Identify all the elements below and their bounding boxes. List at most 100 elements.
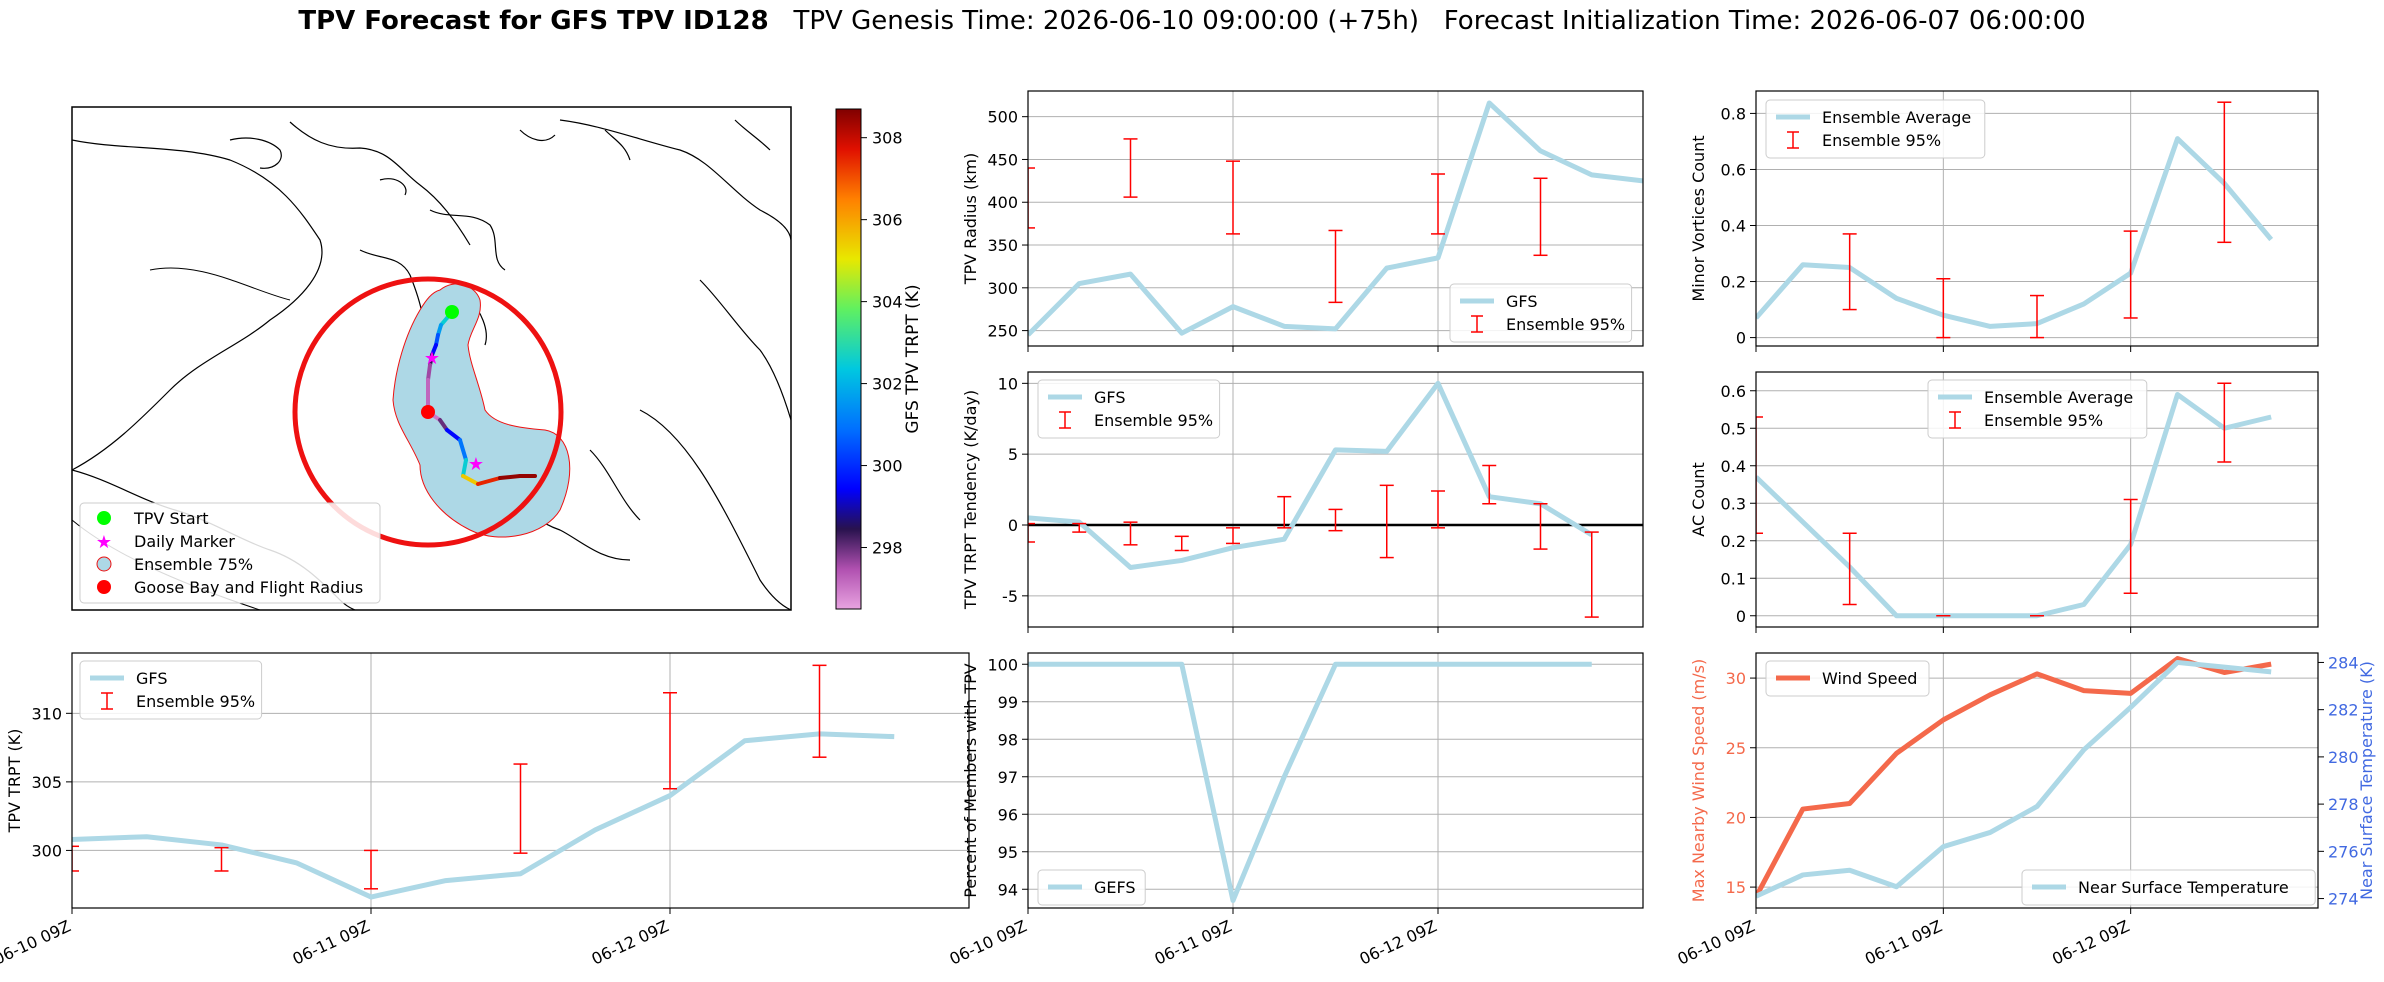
data-layer [1756, 101, 2274, 339]
plot-frame [1027, 652, 1644, 909]
series-line-ensemble-average [1756, 392, 2272, 619]
title-bold: TPV Forecast for GFS TPV ID128 [298, 6, 769, 36]
series-line-ensemble-average [1756, 136, 2274, 329]
y-tick-label: 25 [1726, 739, 1746, 758]
plot-frame [1755, 652, 2319, 909]
map-frame [71, 106, 792, 611]
data-layer [1028, 380, 1599, 618]
y-axis-label: Minor Vortices Count [1689, 135, 1708, 301]
legend: GEFS [1037, 869, 1146, 906]
title-genesis: TPV Genesis Time: 2026-06-10 09:00:00 (+… [793, 6, 1419, 36]
y-tick-label: 400 [987, 193, 1018, 212]
legend-label: GFS [1506, 292, 1537, 311]
daily-marker-1: ★ [424, 348, 440, 369]
track-segment [461, 458, 468, 478]
y-tick-label: 5 [1008, 445, 1018, 464]
y-right-tick-label: 284 [2328, 653, 2359, 672]
plot-frame [1755, 371, 2319, 628]
series-line-gefs [1028, 661, 1592, 903]
x-tick-label: 06-11 09Z [1862, 916, 1945, 968]
panel-radius: 250 300 350 400 450 500 TPV Radius (km) GFS Ense… [961, 90, 1644, 352]
y-tick-label: 0.6 [1721, 160, 1746, 179]
y-axis-label: TPV TRPT (K) [5, 729, 24, 834]
legend-label: GEFS [1094, 878, 1136, 897]
legend: GFS Ensemble 95% [1037, 379, 1221, 439]
y-axis-label: AC Count [1689, 462, 1708, 536]
y-tick-label: 310 [31, 704, 62, 723]
y-tick-label: 0.8 [1721, 104, 1746, 123]
figure-title: TPV Forecast for GFS TPV ID128 TPV Genes… [0, 6, 2384, 36]
y-tick-label: 0.4 [1721, 457, 1746, 476]
y-tick-label: 0.5 [1721, 419, 1746, 438]
legend-label: Wind Speed [1822, 669, 1917, 688]
y-tick-label: 99 [998, 693, 1018, 712]
y-tick-label: 305 [31, 773, 62, 792]
legend-frame [1765, 660, 1930, 697]
y-right-tick-label: 276 [2328, 842, 2359, 861]
legend-frame [1765, 99, 1986, 159]
plot-frame [1755, 90, 2319, 347]
y-tick-label: 0.2 [1721, 532, 1746, 551]
legend-frame [1037, 379, 1221, 439]
colorbar-tick-label: 298 [872, 539, 903, 558]
y-tick-label: 95 [998, 843, 1018, 862]
legend-label: Ensemble 95% [1094, 411, 1213, 430]
legend: GFS Ensemble 95% [1449, 283, 1633, 343]
panel-percent: 94 95 96 97 98 99 100 06-10 09Z 06-11 09Z 06-12 0… [947, 652, 1644, 969]
y-tick-label: 96 [998, 805, 1018, 824]
x-tick-label: 06-12 09Z [2049, 916, 2132, 968]
track-segment [458, 438, 468, 462]
colorbar-tick-label: 302 [872, 375, 903, 394]
legend-label: Ensemble 95% [1984, 411, 2103, 430]
colorbar-tick-label: 304 [872, 293, 903, 312]
panel-wind: 15 20 25 30 06-10 09Z 06-11 09Z 06-12 09Z Max N… [1675, 652, 2376, 969]
legend: GFS Ensemble 95% [79, 660, 263, 720]
daily-marker-2: ★ [468, 454, 484, 475]
panel-trpt: 300 305 310 06-10 09Z 06-11 09Z 06-12 09Z TPV … [0, 652, 970, 969]
y-tick-label: 300 [987, 279, 1018, 298]
y-axis-label: TPV TRPT Tendency (K/day) [961, 390, 980, 610]
y-tick-label: 0.2 [1721, 273, 1746, 292]
legend-label: Ensemble 95% [136, 692, 255, 711]
colorbar-tick-label: 300 [872, 457, 903, 476]
flight-radius-circle [292, 276, 564, 548]
data-layer [1028, 100, 1643, 337]
title-init: Forecast Initialization Time: 2026-06-07… [1443, 6, 2086, 36]
legend-goose-label: Goose Bay and Flight Radius [134, 578, 363, 597]
y-axis-label: Max Nearby Wind Speed (m/s) [1689, 659, 1708, 902]
data-layer [72, 664, 895, 900]
tpv-start-marker [445, 305, 459, 319]
legend-start-label: TPV Start [133, 509, 209, 528]
legend-label: Ensemble 95% [1506, 315, 1625, 334]
plot-frame [1027, 371, 1644, 628]
y-right-tick-label: 280 [2328, 748, 2359, 767]
y-tick-label: 10 [998, 374, 1018, 393]
panel-ac: 0 0.1 0.2 0.3 0.4 0.5 0.6 AC Count Ensemble Aver… [1689, 371, 2319, 633]
legend-frame [1037, 869, 1146, 906]
y-tick-label: 0.3 [1721, 494, 1746, 513]
y-tick-label: 500 [987, 108, 1018, 127]
series-line-gfs [1028, 100, 1643, 337]
x-tick-label: 06-10 09Z [0, 916, 74, 968]
y-tick-label: 250 [987, 322, 1018, 341]
legend-label: Ensemble Average [1984, 388, 2133, 407]
y-tick-label: 15 [1726, 878, 1746, 897]
x-tick-label: 06-11 09Z [290, 916, 373, 968]
series-line-gfs [72, 731, 895, 900]
y-right-tick-label: 282 [2328, 701, 2359, 720]
goose-bay-marker [421, 405, 435, 419]
legend-ensemble-icon [96, 556, 112, 572]
y-tick-label: 0 [1736, 607, 1746, 626]
y-tick-label: 30 [1726, 669, 1746, 688]
x-tick-label: 06-11 09Z [1152, 916, 1235, 968]
legend-label: Near Surface Temperature [2078, 878, 2289, 897]
plot-area [1028, 653, 1643, 908]
plot-frame [1027, 90, 1644, 347]
colorbar-tick-label: 306 [872, 211, 903, 230]
legend-daily-label: Daily Marker [134, 532, 235, 551]
y-axis-label: Percent of Members with TPV [961, 663, 980, 897]
legend: Ensemble Average Ensemble 95% [1927, 379, 2148, 439]
y-tick-label: 450 [987, 150, 1018, 169]
track-segment [461, 474, 480, 486]
